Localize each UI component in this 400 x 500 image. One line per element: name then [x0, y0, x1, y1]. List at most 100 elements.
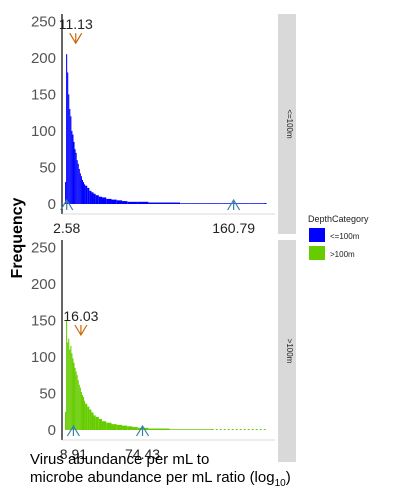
histogram-bar [98, 419, 102, 430]
histogram-bar [91, 412, 94, 430]
y-tick-label: 250 [31, 239, 56, 256]
histogram-bar [106, 422, 112, 430]
facet-strip-le-100m [278, 14, 296, 234]
histogram-bar [222, 203, 233, 204]
legend-swatch-le-100m [309, 228, 325, 242]
histogram-bar [101, 421, 107, 430]
histogram-bar [72, 134, 74, 204]
histogram-bar [65, 182, 67, 204]
annotation-label: 11.13 [59, 16, 93, 32]
histogram-bar [148, 428, 159, 430]
histogram-bar [84, 400, 86, 430]
histogram-bar [158, 428, 170, 430]
histogram-bar [137, 201, 149, 204]
histogram-bar [76, 160, 78, 204]
histogram-bar [95, 195, 99, 204]
histogram-bars [65, 54, 267, 204]
histogram-bar [158, 202, 170, 204]
x-axis-label-main: microbe abundance per mL ratio (log [30, 469, 275, 486]
annotation-label: 160.79 [212, 220, 255, 236]
histogram-bar [180, 429, 191, 430]
histogram-bar [85, 185, 88, 204]
histogram-bar [82, 397, 85, 430]
y-tick-label: 150 [31, 312, 56, 329]
histogram-bar [75, 152, 77, 204]
histogram-bar [68, 338, 70, 430]
histogram-bar [79, 387, 81, 430]
histogram-bars [65, 320, 267, 430]
legend: DepthCategory <=100m >100m [308, 214, 369, 260]
histogram-bar [101, 197, 107, 204]
histogram-bar [87, 406, 90, 430]
x-axis-label-close: ) [286, 469, 291, 486]
histogram-bar [93, 193, 96, 204]
histogram-bar [81, 179, 83, 204]
histogram-bar [71, 353, 73, 430]
histogram-bar [81, 394, 83, 430]
histogram-bar [73, 141, 75, 204]
y-tick-label: 250 [31, 13, 56, 30]
histogram-bar [232, 203, 249, 204]
histogram-bar [80, 176, 82, 204]
histogram-bar [127, 201, 138, 204]
panel-gt-100m: 0 50 100 150 200 250 16.03 8.91 74.43 [31, 239, 275, 462]
histogram-bar [85, 403, 88, 430]
histogram-bar [77, 163, 79, 204]
legend-label-le-100m: <=100m [330, 232, 360, 241]
histogram-bar [127, 426, 133, 430]
histogram-bar [70, 345, 72, 430]
histogram-bar [106, 198, 112, 204]
histogram-bar [71, 130, 73, 204]
histogram-bar [190, 203, 207, 204]
histogram-bar [87, 187, 90, 204]
legend-label-gt-100m: >100m [330, 250, 355, 259]
legend-title: DepthCategory [308, 214, 369, 224]
x-axis-label-subscript: 10 [275, 478, 287, 489]
histogram-bar [91, 192, 94, 204]
y-tick-label: 150 [31, 86, 56, 103]
histogram-bar [180, 203, 191, 204]
annotation-label: 8.91 [60, 446, 87, 462]
histogram-bar [190, 429, 212, 430]
histogram-bar [143, 427, 149, 430]
annotations: 16.03 8.91 74.43 [60, 308, 160, 462]
histogram-bar [206, 203, 223, 204]
histogram-bar [122, 201, 128, 204]
y-tick-label: 100 [31, 123, 56, 140]
histogram-bar [116, 424, 123, 430]
legend-swatch-gt-100m [309, 246, 325, 260]
histogram-bar [84, 184, 86, 204]
histogram-bar [67, 72, 69, 204]
histogram-bar [169, 202, 181, 204]
y-axis-label: Frequency [9, 197, 26, 278]
histogram-bar [74, 149, 76, 204]
y-tick-label: 100 [31, 349, 56, 366]
histogram-bar [79, 173, 81, 204]
histogram-bar [78, 168, 80, 204]
histogram-bar [70, 116, 72, 204]
histogram-bar [73, 362, 75, 430]
histogram-bar [89, 409, 92, 430]
y-tick-labels: 0 50 100 150 200 250 [31, 239, 56, 439]
histogram-bar [89, 190, 92, 204]
y-tick-label: 50 [39, 159, 56, 176]
histogram-bar [122, 425, 128, 430]
x-axis-label-line2: microbe abundance per mL ratio (log10) [30, 469, 291, 489]
x-axis-label-line1: Virus abundance per mL to [30, 451, 209, 468]
histogram-bar [77, 380, 79, 430]
histogram-bar [66, 54, 68, 204]
annotation-label: 74.43 [125, 446, 160, 462]
facet-strip-label: >100m [285, 339, 294, 364]
histogram-bar [82, 182, 85, 204]
histogram-bar [80, 392, 82, 430]
histogram-bar [98, 196, 102, 204]
histogram-bar [66, 320, 68, 430]
annotations: 11.13 2.58 160.79 [53, 16, 255, 236]
histogram-bar [111, 424, 117, 430]
y-tick-label: 0 [48, 422, 56, 439]
facet-strip-gt-100m [278, 240, 296, 462]
histogram-bar [65, 411, 67, 430]
histogram-bar [69, 109, 71, 204]
y-tick-label: 200 [31, 50, 56, 67]
